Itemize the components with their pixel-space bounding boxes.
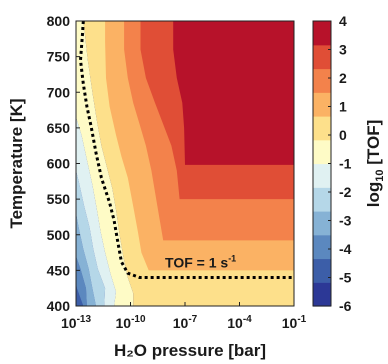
y-tick-label: 450 xyxy=(47,262,71,278)
x-tick-label: 10-13 xyxy=(61,314,91,331)
colorbar-band xyxy=(313,92,331,117)
contour-region xyxy=(173,21,294,165)
colorbar-title: log10 [TOF] xyxy=(364,120,386,207)
colorbar-tick-label: -5 xyxy=(339,270,352,286)
colorbar-tick-label: -4 xyxy=(339,241,352,257)
x-tick-label: 10-10 xyxy=(115,314,145,331)
contour-region xyxy=(76,213,96,306)
y-tick-label: 400 xyxy=(47,298,71,314)
y-tick-label: 600 xyxy=(47,156,71,172)
x-tick-label: 10-7 xyxy=(173,314,198,331)
x-tick-label-base: 10 xyxy=(61,315,77,331)
contour-region xyxy=(76,256,87,306)
x-tick-label-exp: -10 xyxy=(131,314,146,325)
colorbar-band xyxy=(313,282,331,307)
y-tick-labels: 400 450 500 550 600 650 700 750 800 xyxy=(47,13,71,314)
x-tick-label-exp: -4 xyxy=(243,314,252,325)
colorbar-tick-label: 2 xyxy=(339,70,347,86)
tof-annotation-text: TOF = 1 s xyxy=(165,255,228,271)
colorbar-tick-label: -6 xyxy=(339,298,352,314)
colorbar-band xyxy=(313,44,331,70)
colorbar-tick-label: -2 xyxy=(339,184,352,200)
colorbar-tick-label: 1 xyxy=(339,99,347,115)
x-tick-label: 10-1 xyxy=(282,314,307,331)
colorbar-tick-label: 0 xyxy=(339,127,347,143)
colorbar-band xyxy=(313,163,331,188)
colorbar-band xyxy=(313,258,331,283)
colorbar xyxy=(312,20,332,307)
colorbar-band xyxy=(313,139,331,165)
colorbar-tick-labels: 4 3 2 1 0 -1 -2 -3 -4 -5 -6 xyxy=(339,13,352,314)
y-axis-title: Temperature [K] xyxy=(7,98,26,228)
x-tick-label-base: 10 xyxy=(282,315,298,331)
x-tick-label-base: 10 xyxy=(173,315,189,331)
colorbar-band xyxy=(313,234,331,260)
colorbar-band xyxy=(313,21,331,46)
y-tick-label: 700 xyxy=(47,84,71,100)
colorbar-title-log: log xyxy=(364,182,383,208)
x-tick-label-exp: -1 xyxy=(297,314,306,325)
colorbar-title-rest: [TOF] xyxy=(364,120,383,170)
y-tick-label: 650 xyxy=(47,120,71,136)
x-axis-title: H₂O pressure [bar] xyxy=(114,341,266,360)
x-tick-labels: 10-13 10-10 10-7 10-4 10-1 xyxy=(61,314,307,331)
contour-regions xyxy=(76,21,294,306)
y-tick-label: 800 xyxy=(47,13,71,29)
colorbar-band xyxy=(313,116,331,141)
y-tick-label: 550 xyxy=(47,191,71,207)
colorbar-tick-label: 4 xyxy=(339,13,347,29)
y-tick-label: 500 xyxy=(47,227,71,243)
tof-annotation-exp: -1 xyxy=(228,254,236,264)
x-tick-label: 10-4 xyxy=(227,314,252,331)
axis-ticks xyxy=(75,20,295,307)
contour-region xyxy=(76,21,134,306)
x-tick-label-exp: -13 xyxy=(77,314,92,325)
colorbar-title-sub: 10 xyxy=(374,169,386,181)
colorbar-tick-label: -1 xyxy=(339,156,352,172)
colorbar-band xyxy=(313,187,331,212)
colorbar-tick-label: -3 xyxy=(339,213,352,229)
colorbar-band xyxy=(313,211,331,236)
y-tick-label: 750 xyxy=(47,49,71,65)
tof-annotation: TOF = 1 s-1 xyxy=(165,254,236,271)
contour-region xyxy=(76,117,116,306)
contour-region xyxy=(76,170,106,306)
x-tick-label-base: 10 xyxy=(227,315,243,331)
x-tick-label-exp: -7 xyxy=(188,314,197,325)
colorbar-tick-label: 3 xyxy=(339,42,347,58)
tof-contour-line xyxy=(78,20,294,279)
x-tick-label-base: 10 xyxy=(115,315,131,331)
contour-region xyxy=(76,283,84,306)
colorbar-band xyxy=(313,68,331,93)
